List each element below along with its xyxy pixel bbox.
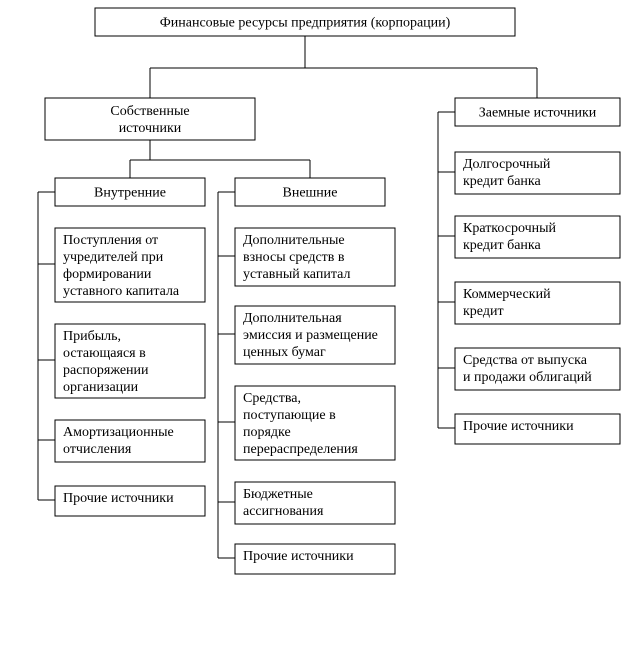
node-o3: Средства, поступающие в порядке перераспред… [235,386,395,460]
node-o3-line-3: перераспределения [243,442,358,457]
node-l2-line-1: кредит банка [463,238,541,253]
node-o4: Бюджетные ассигнования [235,482,395,524]
node-loan-line-0: Заемные источники [479,106,597,121]
node-outer: Внешние [235,178,385,206]
node-root: Финансовые ресурсы предприятия (корпорац… [95,8,515,36]
node-l2: Краткосрочный кредит банка [455,216,620,258]
node-i3: Амортизационные отчисления [55,420,205,462]
node-i1-line-3: уставного капитала [63,284,180,299]
node-l1: Долгосрочный кредит банка [455,152,620,194]
node-loan: Заемные источники [455,98,620,126]
node-own-line-1: источники [119,121,182,136]
node-l3-line-0: Коммерческий [463,287,551,302]
node-i1-line-2: формировании [63,267,152,282]
node-l2-line-0: Краткосрочный [463,221,557,236]
node-o5: Прочие источники [235,544,395,574]
node-i2-line-2: распоряжении [63,363,149,378]
node-l1-line-0: Долгосрочный [463,157,551,172]
node-o2-line-0: Дополнительная [243,311,342,326]
node-o2-line-1: эмиссия и размещение [243,328,378,343]
node-i1: Поступления от учредителей при формировани… [55,228,205,302]
node-o1-line-0: Дополнительные [243,233,345,248]
node-i4: Прочие источники [55,486,205,516]
node-o1: Дополнительные взносы средств в уставный к… [235,228,395,286]
diagram-canvas: Финансовые ресурсы предприятия (корпорац… [0,0,637,650]
node-i3-line-0: Амортизационные [63,425,174,440]
node-l3-line-1: кредит [463,304,504,319]
node-i2-line-3: организации [63,380,139,395]
node-o1-line-1: взносы средств в [243,250,345,265]
node-l5: Прочие источники [455,414,620,444]
node-i2-line-0: Прибыль, [63,329,121,344]
node-o5-line-0: Прочие источники [243,549,354,564]
node-o4-line-0: Бюджетные [243,487,313,502]
node-root-line-0: Финансовые ресурсы предприятия (корпорац… [160,16,451,31]
node-inner-line-0: Внутренние [94,186,166,201]
node-l3: Коммерческий кредит [455,282,620,324]
node-o2-line-2: ценных бумаг [243,345,326,360]
node-i1-line-1: учредителей при [63,250,164,265]
node-i3-line-1: отчисления [63,442,132,457]
node-o3-line-0: Средства, [243,391,301,406]
node-l4-line-1: и продажи облигаций [463,370,592,385]
node-l5-line-0: Прочие источники [463,419,574,434]
node-i1-line-0: Поступления от [63,233,158,248]
node-i2: Прибыль, остающаяся в распоряжении организа… [55,324,205,398]
node-o4-line-1: ассигнования [243,504,324,519]
node-i2-line-1: остающаяся в [63,346,146,361]
node-l4: Средства от выпуска и продажи облигаций [455,348,620,390]
node-o1-line-2: уставный капитал [243,267,350,282]
node-inner: Внутренние [55,178,205,206]
node-l1-line-1: кредит банка [463,174,541,189]
node-i4-line-0: Прочие источники [63,491,174,506]
node-own: Собственные источники [45,98,255,140]
node-own-line-0: Собственные [110,104,189,119]
node-l4-line-0: Средства от выпуска [463,353,588,368]
node-o3-line-1: поступающие в [243,408,336,423]
node-o2: Дополнительная эмиссия и размещение ценных… [235,306,395,364]
node-outer-line-0: Внешние [282,186,337,201]
node-o3-line-2: порядке [243,425,291,440]
